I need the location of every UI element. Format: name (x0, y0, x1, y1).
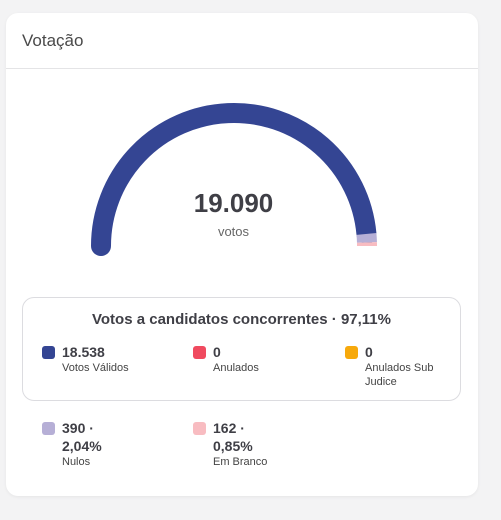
gauge-unit-label: votos (217, 224, 250, 239)
stat-value: 18.538 (62, 344, 105, 360)
legend-swatch (193, 422, 206, 435)
valid-votes-title: Votos a candidatos concorrentes · 97,11% (92, 311, 391, 328)
stat-label: Nulos (62, 456, 91, 468)
card-header: Votação (6, 13, 478, 69)
legend-swatch (345, 346, 358, 359)
stat-em-branco: 162 · 0,85% Em Branco (193, 419, 273, 469)
card-title: Votação (22, 30, 84, 50)
stat-value: 0 (365, 344, 373, 360)
legend-swatch (42, 346, 55, 359)
stat-value: 0 (213, 344, 221, 360)
stat-value: 390 · 2,04% (62, 420, 102, 454)
stat-label: Votos Válidos (62, 362, 129, 374)
legend-swatch (42, 422, 55, 435)
valid-votes-panel: Votos a candidatos concorrentes · 97,11%… (22, 297, 461, 401)
gauge-total-value: 19.090 (193, 188, 274, 218)
stat-label: Anulados Sub Judice (365, 362, 434, 388)
vote-gauge: 19.090 votos (6, 69, 478, 269)
stat-anulados: 0 Anulados (193, 343, 323, 375)
stat-value: 162 · 0,85% (213, 420, 253, 454)
stat-label: Em Branco (213, 456, 268, 468)
voting-card: Votação 19.090 votos Votos a candidatos … (6, 13, 478, 496)
stat-votos-validos: 18.538 Votos Válidos (42, 343, 182, 375)
stat-anulados-sub-judice: 0 Anulados Sub Judice (345, 343, 445, 389)
legend-swatch (193, 346, 206, 359)
gauge-segment-0 (91, 103, 377, 256)
stat-nulos: 390 · 2,04% Nulos (42, 419, 122, 469)
gauge-segment-1 (356, 233, 377, 243)
gauge-chart (91, 103, 378, 256)
stat-label: Anulados (213, 362, 259, 374)
